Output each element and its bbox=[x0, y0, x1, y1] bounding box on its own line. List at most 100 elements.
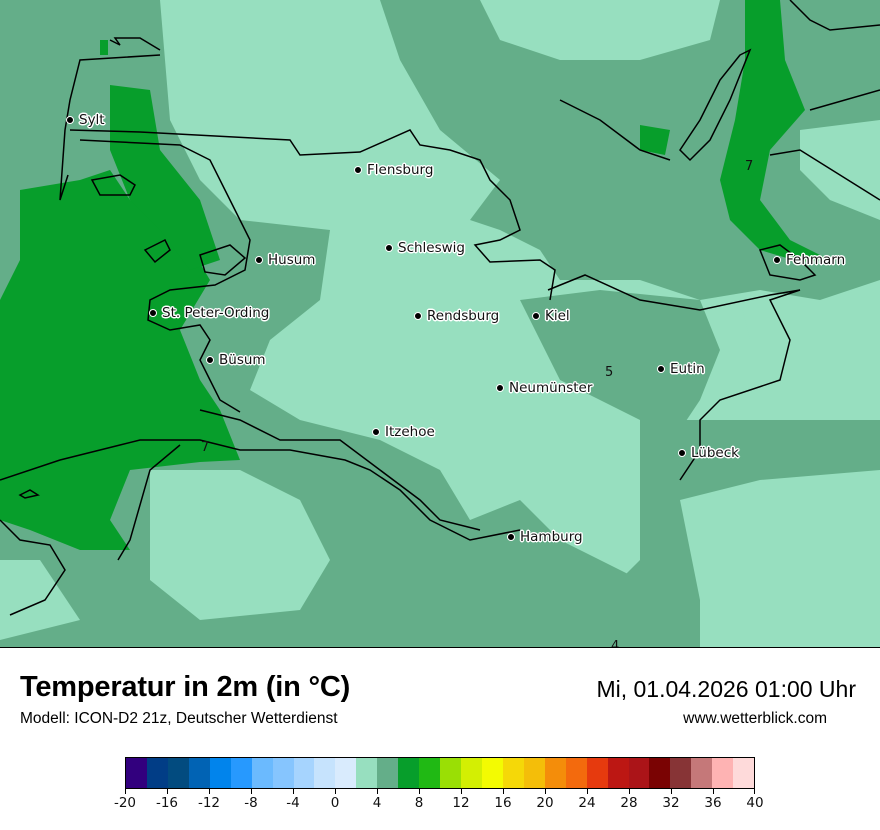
coastlines bbox=[0, 0, 880, 616]
tick-mark bbox=[713, 789, 714, 794]
colorbar-segment bbox=[398, 758, 420, 788]
tick-label: -20 bbox=[113, 795, 137, 811]
colorbar-segment bbox=[628, 758, 650, 788]
tick-mark bbox=[209, 789, 210, 794]
tick-mark bbox=[629, 789, 630, 794]
city-label: Lübeck bbox=[691, 445, 739, 461]
contour-label: 7 bbox=[745, 159, 754, 174]
city-marker: Fehmarn bbox=[773, 252, 845, 268]
colorbar-segment bbox=[481, 758, 503, 788]
tick-label: 28 bbox=[620, 795, 638, 811]
tick-label: 40 bbox=[746, 795, 764, 811]
colorbar-segment bbox=[230, 758, 252, 788]
tick-mark bbox=[335, 789, 336, 794]
tick-label: 16 bbox=[494, 795, 512, 811]
city-label: Büsum bbox=[219, 352, 266, 368]
tick-label: 0 bbox=[330, 795, 340, 811]
city-marker: Eutin bbox=[657, 361, 705, 377]
tick-mark bbox=[167, 789, 168, 794]
temperature-map[interactable]: Sylt Flensburg Schleswig Husum Fehmarn St. Pe… bbox=[0, 0, 880, 648]
city-label: Flensburg bbox=[367, 162, 434, 178]
city-dot-icon bbox=[507, 533, 515, 541]
city-dot-icon bbox=[414, 312, 422, 320]
city-dot-icon bbox=[66, 116, 74, 124]
city-label: St. Peter-Ording bbox=[162, 305, 270, 321]
colorbar-segment bbox=[419, 758, 441, 788]
tick-mark bbox=[587, 789, 588, 794]
city-marker: Husum bbox=[255, 252, 315, 268]
colorbar-segment bbox=[461, 758, 482, 788]
city-label: Sylt bbox=[79, 112, 105, 128]
colorbar-segment bbox=[335, 758, 357, 788]
city-marker: Kiel bbox=[532, 308, 570, 324]
city-dot-icon bbox=[657, 365, 665, 373]
city-marker: St. Peter-Ording bbox=[149, 305, 269, 321]
model-subtitle: Modell: ICON-D2 21z, Deutscher Wetterdie… bbox=[20, 710, 338, 727]
tick-mark bbox=[419, 789, 420, 794]
city-marker: Itzehoe bbox=[372, 424, 435, 440]
contour-label: 4 bbox=[611, 639, 620, 648]
colorbar-legend bbox=[125, 757, 755, 789]
city-marker: Flensburg bbox=[354, 162, 433, 178]
city-marker: Neumünster bbox=[496, 380, 592, 396]
colorbar-segment bbox=[146, 758, 168, 788]
tick-mark bbox=[545, 789, 546, 794]
tick-label: 36 bbox=[704, 795, 722, 811]
tick-label: 32 bbox=[662, 795, 680, 811]
contour-label: 5 bbox=[605, 365, 614, 380]
tick-label: 8 bbox=[414, 795, 424, 811]
chart-title: Temperatur in 2m (in °C) bbox=[20, 671, 351, 703]
city-marker: Lübeck bbox=[678, 445, 739, 461]
city-label: Eutin bbox=[670, 361, 705, 377]
tick-mark bbox=[671, 789, 672, 794]
colorbar-segment bbox=[377, 758, 399, 788]
colorbar-segment bbox=[293, 758, 315, 788]
city-dot-icon bbox=[149, 309, 157, 317]
colorbar-segment bbox=[565, 758, 587, 788]
tick-label: 12 bbox=[452, 795, 470, 811]
tick-label: 4 bbox=[372, 795, 382, 811]
colorbar-segment bbox=[188, 758, 210, 788]
forecast-datetime: Mi, 01.04.2026 01:00 Uhr bbox=[596, 676, 856, 702]
city-label: Fehmarn bbox=[786, 252, 846, 268]
city-marker: Sylt bbox=[66, 112, 105, 128]
city-marker: Schleswig bbox=[385, 240, 465, 256]
tick-mark bbox=[125, 789, 126, 794]
colorbar-segment bbox=[440, 758, 461, 788]
city-marker: Hamburg bbox=[507, 529, 583, 545]
colorbar-segment bbox=[126, 758, 147, 788]
tick-label: -16 bbox=[155, 795, 179, 811]
colorbar-segment bbox=[167, 758, 189, 788]
city-dot-icon bbox=[354, 166, 362, 174]
city-label: Neumünster bbox=[509, 380, 593, 396]
city-dot-icon bbox=[385, 244, 393, 252]
city-label: Husum bbox=[268, 252, 316, 268]
colorbar-segment bbox=[502, 758, 524, 788]
city-dot-icon bbox=[372, 428, 380, 436]
colorbar-segment bbox=[691, 758, 713, 788]
colorbar-segment bbox=[356, 758, 378, 788]
colorbar-segment bbox=[733, 758, 755, 788]
tick-mark bbox=[251, 789, 252, 794]
city-label: Rendsburg bbox=[427, 308, 500, 324]
tick-label: -4 bbox=[286, 795, 300, 811]
tick-mark bbox=[377, 789, 378, 794]
tick-mark bbox=[461, 789, 462, 794]
city-label: Hamburg bbox=[520, 529, 583, 545]
city-dot-icon bbox=[206, 356, 214, 364]
city-dot-icon bbox=[255, 256, 263, 264]
colorbar-segment bbox=[586, 758, 608, 788]
city-label: Itzehoe bbox=[385, 424, 435, 440]
colorbar-segment bbox=[209, 758, 231, 788]
website-link[interactable]: www.wetterblick.com bbox=[683, 710, 827, 727]
colorbar-segment bbox=[314, 758, 336, 788]
city-label: Schleswig bbox=[398, 240, 465, 256]
tick-label: 24 bbox=[578, 795, 596, 811]
tick-label: -8 bbox=[244, 795, 258, 811]
city-label: Kiel bbox=[545, 308, 570, 324]
city-marker: Rendsburg bbox=[414, 308, 499, 324]
city-marker: Büsum bbox=[206, 352, 266, 368]
map-field bbox=[0, 0, 880, 647]
colorbar-segment bbox=[649, 758, 671, 788]
contour-label: 7 bbox=[201, 440, 210, 455]
